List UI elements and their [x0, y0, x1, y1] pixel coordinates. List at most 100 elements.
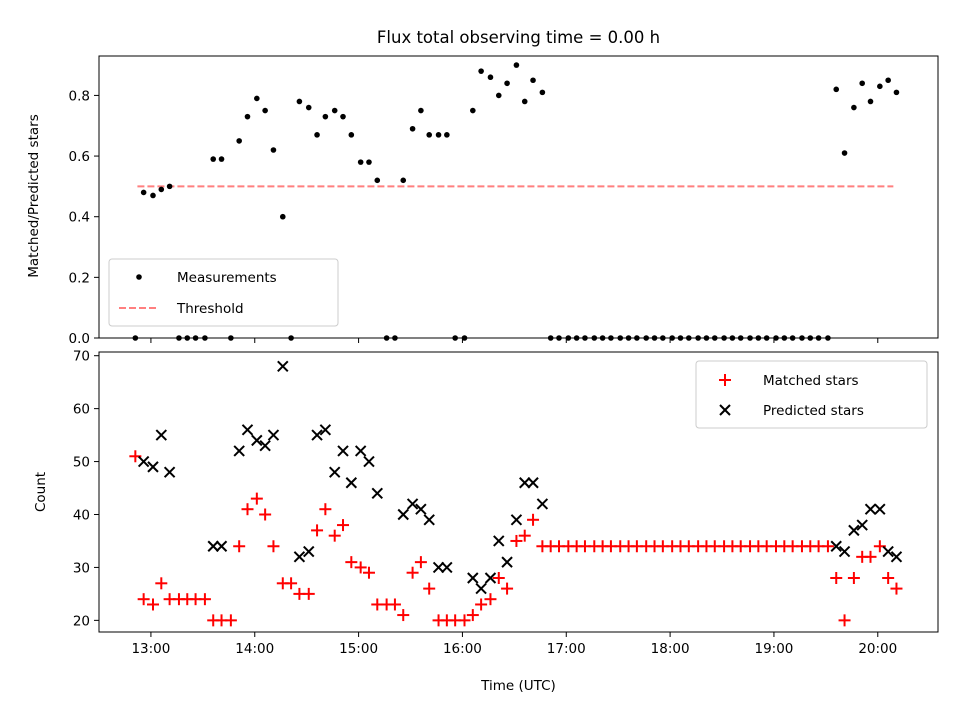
matched-star-point	[414, 556, 427, 569]
measurement-point	[262, 107, 268, 114]
matched-star-point	[423, 582, 436, 595]
measurement-point	[478, 68, 484, 74]
matched-star-point	[510, 534, 523, 547]
measurement-point	[444, 132, 450, 138]
predicted-star-point	[519, 477, 531, 489]
predicted-star-point	[363, 455, 375, 468]
matched-star-point	[830, 572, 843, 585]
count-legend-box	[695, 360, 928, 429]
measurement-point	[254, 95, 260, 102]
count-y-tick-label: 30	[73, 560, 90, 576]
matched-star-point	[475, 598, 488, 611]
predicted-star-point	[536, 498, 549, 510]
matched-star-point	[518, 529, 531, 542]
count-x-tick-label: 13:00	[131, 641, 170, 657]
predicted-star-point	[233, 445, 245, 457]
measurement-point	[877, 83, 883, 90]
predicted-star-point	[207, 540, 219, 552]
predicted-star-point	[241, 424, 254, 436]
predicted-star-point	[848, 524, 860, 537]
predicted-star-point	[215, 540, 228, 552]
matched-star-point	[492, 572, 505, 585]
predicted-star-point	[397, 508, 409, 521]
measurement-point	[357, 159, 364, 165]
predicted-star-point	[319, 424, 332, 436]
matched-star-point	[397, 609, 410, 622]
predicted-star-point	[838, 545, 851, 558]
predicted-star-point	[467, 572, 479, 584]
measurement-point	[885, 77, 891, 84]
matched-star-point	[484, 593, 497, 606]
measurement-point	[470, 107, 476, 114]
measurement-point	[833, 86, 840, 93]
ratio-legend-box	[108, 258, 339, 327]
measurement-point	[859, 80, 865, 87]
legend-label-matched: Matched stars	[763, 373, 859, 389]
matched-star-point	[137, 593, 150, 606]
predicted-star-point	[277, 360, 289, 372]
measurement-point	[893, 89, 900, 96]
matched-star-point	[198, 593, 211, 606]
measurement-point	[841, 150, 848, 156]
predicted-star-point	[137, 455, 150, 468]
ratio-y-tick-label: 0.2	[69, 270, 90, 286]
matched-star-point	[527, 513, 540, 526]
measurement-point	[218, 156, 225, 162]
predicted-star-point	[354, 445, 367, 457]
predicted-star-point	[874, 503, 886, 515]
predicted-star-point	[830, 540, 842, 552]
measurement-point	[426, 132, 433, 138]
measurement-point	[158, 186, 165, 193]
measurement-point	[366, 159, 372, 165]
measurement-point	[305, 104, 312, 111]
matched-star-point	[233, 540, 246, 553]
matched-star-point	[319, 503, 332, 516]
measurement-point	[210, 156, 217, 162]
measurement-point	[314, 132, 320, 138]
predicted-star-point	[337, 445, 349, 457]
matched-star-point	[890, 582, 903, 595]
matched-star-point	[285, 577, 298, 590]
measurement-point	[374, 177, 381, 184]
measurement-point	[322, 113, 329, 120]
x-axis-label-time: Time (UTC)	[480, 678, 556, 694]
measurement-point	[140, 189, 147, 196]
y-axis-label-count: Count	[33, 472, 49, 512]
ratio-y-tick-label: 0.6	[69, 149, 90, 165]
measurement-point	[487, 74, 494, 81]
predicted-star-point	[423, 514, 435, 526]
predicted-star-point	[329, 466, 341, 478]
chart-title: Flux total observing time = 0.00 h	[377, 28, 660, 47]
matched-star-point	[250, 492, 263, 505]
ratio-y-tick-label: 0.4	[69, 210, 90, 226]
ratio-y-tick-label: 0.0	[69, 331, 90, 347]
matched-star-point	[466, 609, 479, 622]
predicted-star-point	[864, 503, 877, 515]
predicted-star-point	[303, 545, 315, 558]
measurement-point	[400, 177, 407, 184]
matched-star-point	[864, 550, 877, 563]
measurement-point	[331, 107, 338, 114]
predicted-star-point	[267, 429, 280, 441]
measurement-point	[279, 213, 286, 220]
ratio-legend: Measurements Threshold	[108, 258, 339, 327]
legend-marker-measurements	[136, 274, 142, 280]
matched-star-point	[302, 587, 315, 600]
count-x-tick-label: 14:00	[235, 641, 274, 657]
predicted-star-point	[856, 519, 868, 531]
matched-star-point	[458, 614, 471, 627]
count-y-tick-label: 60	[73, 402, 90, 418]
matched-star-point	[311, 524, 324, 537]
matched-star-point	[328, 529, 341, 542]
count-y-tick-label: 70	[73, 349, 90, 365]
count-x-tick-label: 18:00	[651, 641, 690, 657]
matched-star-point	[838, 614, 851, 627]
measurement-point	[521, 98, 528, 105]
matched-star-point	[224, 614, 237, 627]
matched-star-point	[345, 556, 358, 569]
measurement-point	[409, 125, 416, 132]
measurement-point	[150, 192, 156, 199]
count-axes-frame	[98, 351, 939, 633]
matched-star-point	[362, 566, 375, 579]
